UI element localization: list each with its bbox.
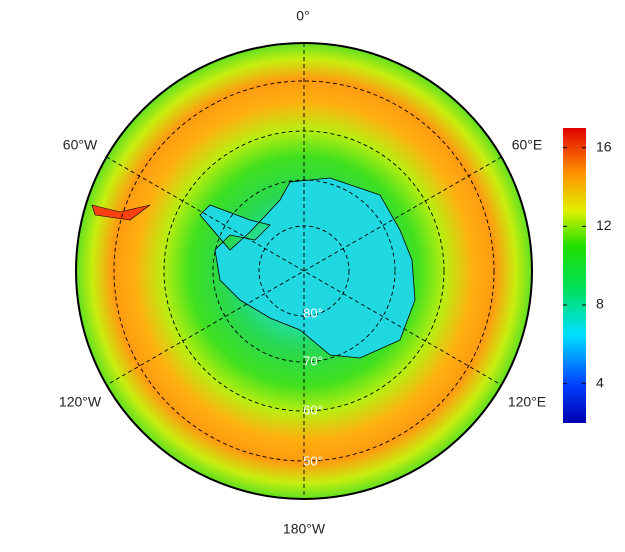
map-border bbox=[75, 42, 533, 500]
latitude-label: 80° bbox=[303, 305, 323, 320]
colorbar-tick-label: 16 bbox=[596, 138, 612, 154]
longitude-label: 120°E bbox=[508, 394, 546, 410]
latitude-circle bbox=[113, 80, 495, 462]
longitude-label: 60°E bbox=[512, 137, 543, 153]
latitude-label: 60° bbox=[303, 402, 323, 417]
meridian bbox=[106, 156, 502, 386]
meridian bbox=[106, 156, 502, 386]
colorbar-ticks: 4 8 12 16 bbox=[563, 138, 612, 390]
latitude-label: 70° bbox=[303, 353, 323, 368]
colorbar-tick-label: 8 bbox=[596, 296, 604, 312]
colorbar-tick-label: 12 bbox=[596, 217, 612, 233]
longitude-label: 0° bbox=[296, 8, 309, 24]
colorbar-tick-label: 4 bbox=[596, 374, 604, 390]
antarctica bbox=[199, 177, 416, 359]
south-america bbox=[91, 204, 151, 221]
graticule bbox=[106, 43, 502, 499]
longitude-label: 180°W bbox=[283, 521, 326, 537]
longitude-label: 60°W bbox=[63, 137, 98, 153]
colorbar bbox=[563, 128, 586, 423]
latitude-label: 50° bbox=[303, 453, 323, 468]
longitude-label: 120°W bbox=[59, 394, 102, 410]
